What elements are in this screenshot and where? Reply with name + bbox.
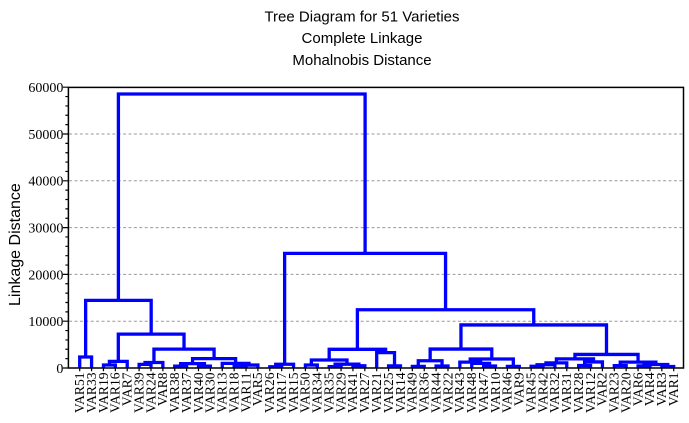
svg-text:VAR32: VAR32 [547,372,562,413]
svg-text:VAR35: VAR35 [321,372,336,413]
svg-text:VAR34: VAR34 [310,372,325,413]
svg-text:0: 0 [56,362,63,377]
svg-text:VAR12: VAR12 [583,372,598,413]
svg-text:10000: 10000 [28,315,63,330]
svg-text:VAR8: VAR8 [155,372,170,406]
svg-text:VAR5: VAR5 [250,372,265,406]
svg-text:VAR13: VAR13 [215,372,230,413]
svg-text:VAR3: VAR3 [654,372,669,406]
svg-text:VAR19: VAR19 [96,372,111,413]
svg-text:VAR22: VAR22 [440,372,455,413]
svg-text:VAR14: VAR14 [393,372,408,413]
svg-text:VAR45: VAR45 [523,372,538,413]
svg-text:20000: 20000 [28,268,63,283]
svg-text:VAR20: VAR20 [618,372,633,413]
svg-text:Linkage Distance: Linkage Distance [7,183,24,306]
svg-text:Tree Diagram for 51 Varieties: Tree Diagram for 51 Varieties [264,8,459,25]
svg-text:Complete Linkage: Complete Linkage [302,30,423,47]
svg-text:VAR23: VAR23 [607,372,622,413]
svg-text:30000: 30000 [28,222,63,237]
svg-text:VAR7: VAR7 [120,372,135,406]
svg-text:VAR40: VAR40 [191,372,206,413]
svg-text:VAR46: VAR46 [500,372,515,413]
svg-text:VAR21: VAR21 [369,372,384,413]
svg-text:VAR6: VAR6 [630,372,645,406]
svg-text:VAR47: VAR47 [476,372,491,413]
svg-text:VAR38: VAR38 [167,372,182,413]
svg-text:VAR1: VAR1 [666,372,681,406]
svg-text:60000: 60000 [28,81,63,96]
svg-text:VAR36: VAR36 [417,372,432,413]
svg-text:VAR11: VAR11 [238,372,253,412]
svg-text:VAR51: VAR51 [72,372,87,413]
svg-text:VAR42: VAR42 [535,372,550,413]
svg-text:VAR4: VAR4 [642,372,657,406]
svg-text:VAR41: VAR41 [345,372,360,413]
svg-text:VAR50: VAR50 [298,372,313,413]
svg-text:VAR48: VAR48 [464,372,479,413]
svg-text:VAR9: VAR9 [512,372,527,406]
svg-text:VAR28: VAR28 [571,372,586,413]
svg-text:VAR44: VAR44 [428,372,443,413]
svg-text:40000: 40000 [28,175,63,190]
svg-text:VAR17: VAR17 [274,372,289,413]
svg-text:VAR33: VAR33 [84,372,99,413]
svg-text:VAR49: VAR49 [405,372,420,413]
svg-text:VAR43: VAR43 [452,372,467,413]
svg-text:VAR29: VAR29 [333,372,348,413]
svg-text:VAR15: VAR15 [286,372,301,413]
svg-text:VAR25: VAR25 [381,372,396,413]
svg-text:VAR27: VAR27 [357,372,372,413]
svg-text:VAR16: VAR16 [108,372,123,413]
svg-text:VAR24: VAR24 [143,372,158,413]
svg-text:VAR30: VAR30 [203,372,218,413]
svg-text:50000: 50000 [28,128,63,143]
svg-text:VAR18: VAR18 [226,372,241,413]
svg-text:VAR10: VAR10 [488,372,503,413]
svg-text:VAR2: VAR2 [595,372,610,406]
svg-text:VAR39: VAR39 [131,372,146,413]
svg-text:VAR31: VAR31 [559,372,574,413]
svg-text:Mohalnobis Distance: Mohalnobis Distance [292,52,431,69]
svg-text:VAR26: VAR26 [262,372,277,413]
svg-text:VAR37: VAR37 [179,372,194,413]
